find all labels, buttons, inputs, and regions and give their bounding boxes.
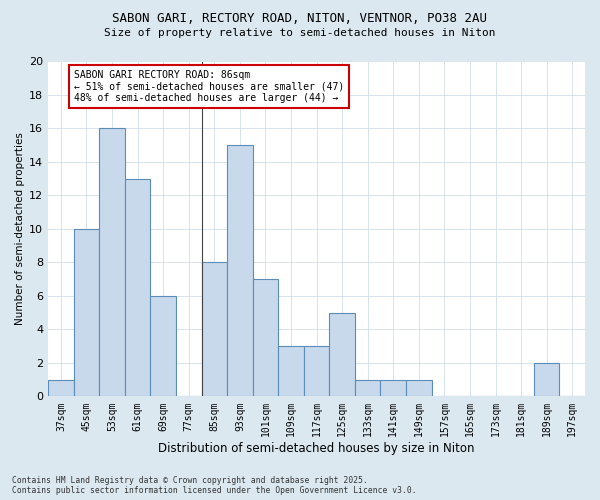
Bar (278, 346, 304, 397)
Text: Size of property relative to semi-detached houses in Niton: Size of property relative to semi-detach… (104, 28, 496, 38)
Bar (125, 178, 151, 396)
Bar (329, 312, 355, 396)
Bar (74, 229, 99, 396)
Bar (227, 145, 253, 397)
Bar (151, 296, 176, 396)
Text: Contains HM Land Registry data © Crown copyright and database right 2025.
Contai: Contains HM Land Registry data © Crown c… (12, 476, 416, 495)
Bar (304, 346, 329, 397)
Bar (406, 380, 431, 396)
Bar (380, 380, 406, 396)
Text: SABON GARI RECTORY ROAD: 86sqm
← 51% of semi-detached houses are smaller (47)
48: SABON GARI RECTORY ROAD: 86sqm ← 51% of … (74, 70, 344, 103)
Bar (99, 128, 125, 396)
Y-axis label: Number of semi-detached properties: Number of semi-detached properties (15, 132, 25, 326)
Bar (48, 380, 74, 396)
Bar (202, 262, 227, 396)
Bar (355, 380, 380, 396)
Bar (534, 363, 559, 396)
Bar (253, 279, 278, 396)
Text: SABON GARI, RECTORY ROAD, NITON, VENTNOR, PO38 2AU: SABON GARI, RECTORY ROAD, NITON, VENTNOR… (113, 12, 487, 26)
X-axis label: Distribution of semi-detached houses by size in Niton: Distribution of semi-detached houses by … (158, 442, 475, 455)
